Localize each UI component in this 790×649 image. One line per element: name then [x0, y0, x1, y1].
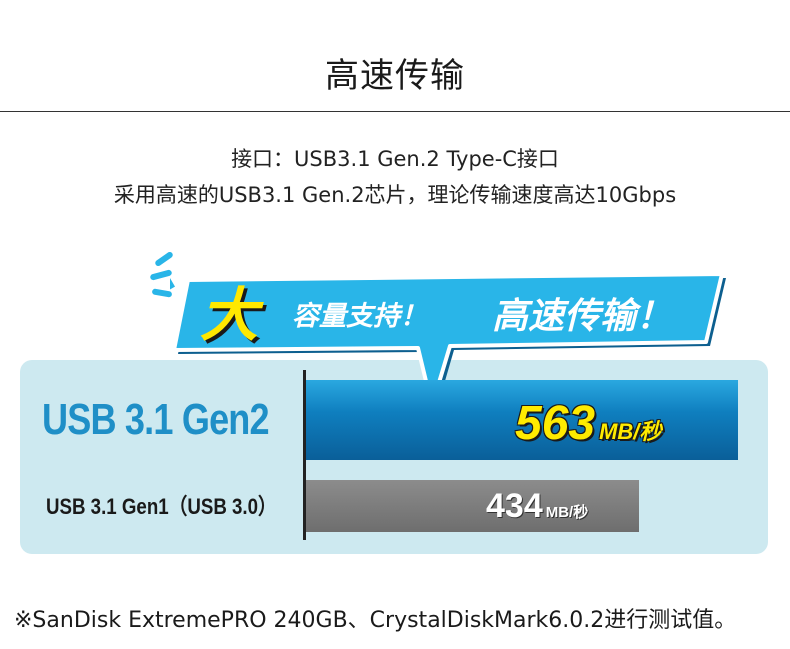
- interface-description: 接口：USB3.1 Gen.2 Type-C接口: [231, 147, 559, 171]
- page-title: 高速传输: [325, 56, 465, 96]
- title-divider: [0, 111, 790, 112]
- speed-burst-icon: [150, 252, 173, 298]
- gen2-speed-value: 563 MB/秒: [515, 396, 661, 451]
- chip-description: 采用高速的USB3.1 Gen.2芯片，理论传输速度高达10Gbps: [113, 183, 677, 207]
- gen2-speed-unit: MB/秒: [599, 419, 662, 444]
- gen1-speed-number: 434: [486, 487, 543, 525]
- banner-capacity-text: 容量支持！: [292, 301, 427, 332]
- gen2-speed-number: 563: [515, 397, 596, 450]
- speed-lines-icon: [170, 269, 175, 291]
- gen1-label: USB 3.1 Gen1（USB 3.0）: [46, 494, 277, 519]
- chart-axis: [303, 370, 306, 540]
- gen2-speed-bar: [306, 380, 738, 460]
- banner-big-char: 大: [200, 281, 259, 349]
- banner-speed-text: 高速传输！: [492, 296, 673, 337]
- banner-bubble: [170, 269, 726, 408]
- gen2-label: USB 3.1 Gen2: [42, 395, 270, 444]
- gen1-speed-bar: [306, 480, 639, 532]
- gen1-speed-unit: MB/秒: [545, 504, 589, 521]
- gen1-speed-value: 434 MB/秒: [486, 487, 588, 526]
- test-footnote: ※SanDisk ExtremePRO 240GB、CrystalDiskMar…: [14, 608, 737, 633]
